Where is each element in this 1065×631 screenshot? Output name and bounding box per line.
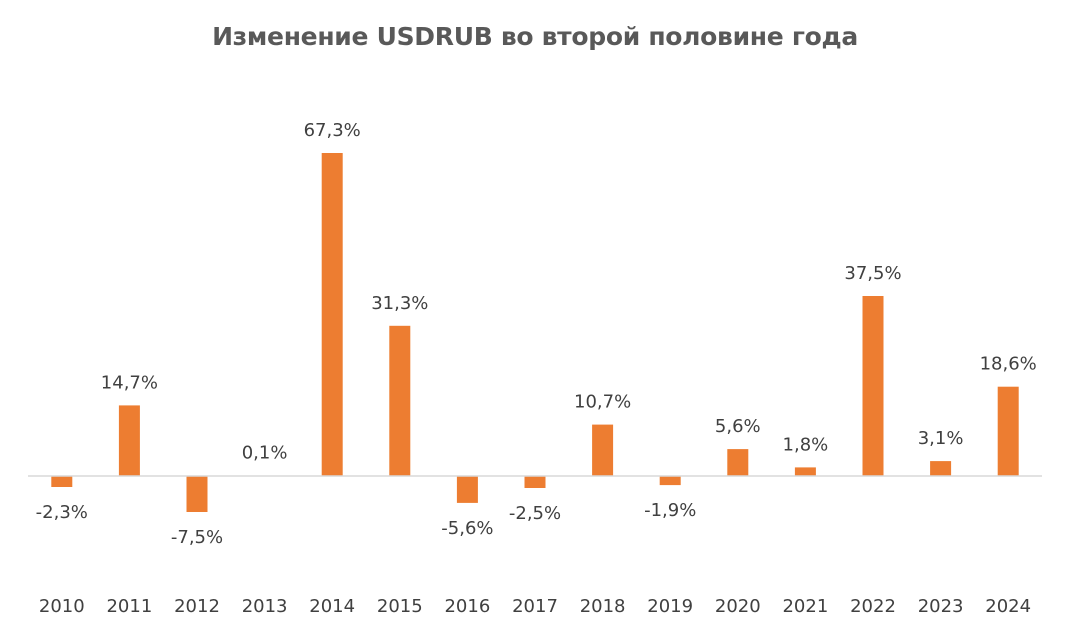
bar-2015 <box>389 325 411 476</box>
x-tick-label-2012: 2012 <box>174 596 220 617</box>
x-tick-label-2017: 2017 <box>512 596 558 617</box>
data-label-2018: 10,7% <box>574 392 631 413</box>
bars-group <box>51 153 1019 512</box>
bar-2011 <box>118 405 140 476</box>
x-tick-label-2018: 2018 <box>580 596 626 617</box>
data-label-2019: -1,9% <box>644 500 696 521</box>
x-tick-label-2020: 2020 <box>715 596 761 617</box>
x-tick-label-2014: 2014 <box>309 596 355 617</box>
bar-2014 <box>321 153 343 476</box>
x-tick-label-2016: 2016 <box>444 596 490 617</box>
data-label-2011: 14,7% <box>101 372 158 393</box>
x-tick-label-2019: 2019 <box>647 596 693 617</box>
x-tick-label-2022: 2022 <box>850 596 896 617</box>
bar-2019 <box>659 476 681 486</box>
bar-2024 <box>997 386 1019 476</box>
chart-title: Изменение USDRUB во второй половине года <box>212 22 858 51</box>
bar-2012 <box>186 476 208 512</box>
bar-2010 <box>51 476 73 487</box>
data-label-2015: 31,3% <box>371 293 428 314</box>
bar-2023 <box>930 461 952 476</box>
x-tick-label-2015: 2015 <box>377 596 423 617</box>
data-label-2013: 0,1% <box>242 443 288 464</box>
data-label-2024: 18,6% <box>980 354 1037 375</box>
data-labels-group: -2,3% 14,7% -7,5% 0,1% 67,3% 31,3% -5,6% -2,5% 1… <box>36 120 1037 548</box>
x-tick-label-2024: 2024 <box>985 596 1031 617</box>
data-label-2023: 3,1% <box>918 428 964 449</box>
data-label-2022: 37,5% <box>844 263 901 284</box>
bar-2020 <box>727 449 749 476</box>
data-label-2017: -2,5% <box>509 503 561 524</box>
x-tick-label-2021: 2021 <box>782 596 828 617</box>
data-label-2020: 5,6% <box>715 416 761 437</box>
x-tick-label-2013: 2013 <box>242 596 288 617</box>
x-tick-label-2023: 2023 <box>918 596 964 617</box>
data-label-2010: -2,3% <box>36 502 88 523</box>
bar-2021 <box>794 467 816 476</box>
x-tick-label-2010: 2010 <box>39 596 85 617</box>
bar-2017 <box>524 476 546 488</box>
data-label-2014: 67,3% <box>304 120 361 141</box>
x-tick-label-2011: 2011 <box>106 596 152 617</box>
bar-2018 <box>592 424 614 476</box>
data-label-2016: -5,6% <box>441 518 493 539</box>
x-tick-labels-group: 2010 2011 2012 2013 2014 2015 2016 2017 2018 2019… <box>39 596 1031 617</box>
bar-2016 <box>456 476 478 503</box>
data-label-2021: 1,8% <box>783 434 829 455</box>
bar-2022 <box>862 296 884 476</box>
data-label-2012: -7,5% <box>171 527 223 548</box>
